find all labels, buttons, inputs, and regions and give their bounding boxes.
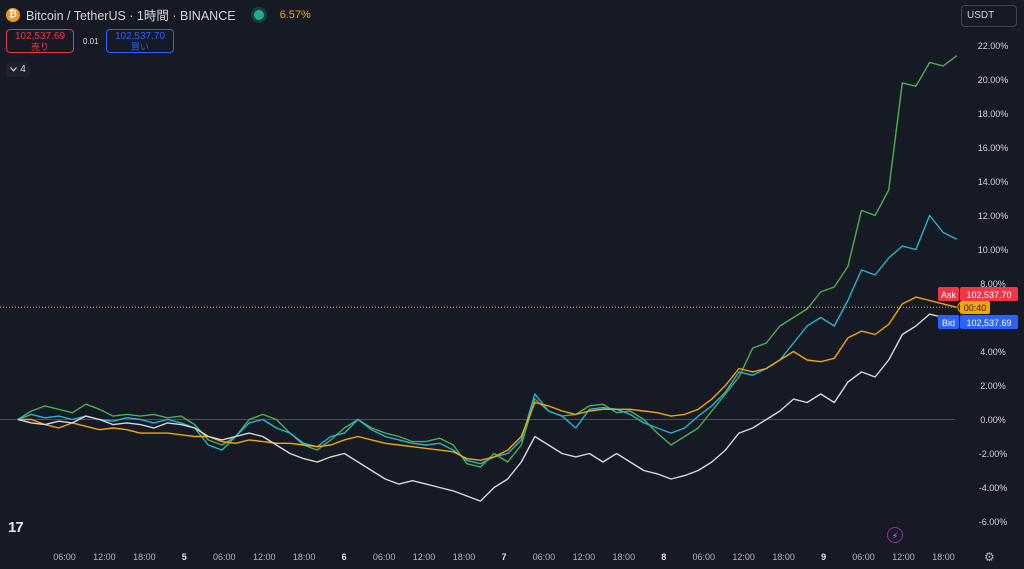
buy-label: 買い — [130, 42, 149, 52]
y-tick-label: 14.00% — [978, 177, 1009, 187]
x-tick-label: 9 — [821, 552, 826, 562]
series-line-2[interactable] — [17, 214, 958, 465]
svg-text:102,537.70: 102,537.70 — [966, 290, 1011, 300]
x-tick-label: 6 — [342, 552, 347, 562]
settings-gear-icon[interactable]: ⚙ — [984, 550, 995, 564]
buy-price: 102,537.70 — [114, 31, 166, 42]
x-tick-label: 06:00 — [533, 552, 556, 562]
x-tick-label: 12:00 — [253, 552, 276, 562]
y-tick-label: -4.00% — [979, 483, 1008, 493]
lightning-icon[interactable]: ⚡ — [887, 527, 903, 543]
x-tick-label: 12:00 — [93, 552, 116, 562]
bitcoin-icon[interactable]: ₿ — [6, 7, 20, 22]
svg-text:Bid: Bid — [942, 318, 955, 328]
svg-text:Ask: Ask — [941, 290, 957, 300]
market-status-icon[interactable] — [253, 9, 264, 20]
x-tick-label: 7 — [501, 552, 506, 562]
x-tick-label: 12:00 — [573, 552, 596, 562]
x-tick-label: 18:00 — [932, 552, 955, 562]
svg-text:00:40: 00:40 — [964, 303, 987, 313]
y-tick-label: 20.00% — [978, 75, 1009, 85]
bid-price-label: 102,537.69 — [960, 315, 1018, 329]
series-line-4[interactable] — [17, 313, 958, 502]
bid-tag: Bid — [938, 315, 959, 329]
buy-button[interactable]: 102,537.70 買い — [106, 29, 174, 53]
sell-button[interactable]: 102,537.69 売り — [6, 29, 74, 53]
x-tick-label: 18:00 — [453, 552, 476, 562]
x-tick-label: 18:00 — [133, 552, 156, 562]
y-tick-label: -2.00% — [979, 449, 1008, 459]
spread-value: 0.01 — [83, 37, 99, 46]
y-tick-label: 18.00% — [978, 109, 1009, 119]
x-tick-label: 18:00 — [293, 552, 316, 562]
x-tick-label: 06:00 — [852, 552, 875, 562]
y-tick-label: 22.00% — [978, 41, 1009, 51]
y-tick-label: -6.00% — [979, 517, 1008, 527]
ask-tag: Ask — [938, 287, 959, 301]
series-line-1[interactable] — [17, 55, 958, 468]
tradingview-logo-icon[interactable]: 17 — [8, 519, 24, 536]
currency-selector[interactable]: USDT — [961, 5, 1017, 27]
price-change: 6.57% — [279, 8, 311, 21]
y-tick-label: 10.00% — [978, 245, 1009, 255]
x-tick-label: 18:00 — [772, 552, 795, 562]
x-tick-label: 8 — [661, 552, 666, 562]
y-tick-label: 0.00% — [980, 415, 1006, 425]
x-tick-label: 06:00 — [373, 552, 396, 562]
x-tick-label: 12:00 — [732, 552, 755, 562]
symbol-header: ₿ Bitcoin / TetherUS · 1時間 · BINANCE 6.5… — [6, 5, 311, 24]
x-tick-label: 12:00 — [413, 552, 436, 562]
symbol-title[interactable]: Bitcoin / TetherUS · 1時間 · BINANCE — [26, 9, 236, 23]
x-tick-label: 06:00 — [53, 552, 76, 562]
x-tick-label: 18:00 — [613, 552, 636, 562]
series-line-3[interactable] — [17, 296, 957, 461]
svg-text:102,537.69: 102,537.69 — [966, 318, 1011, 328]
y-tick-label: 8.00% — [980, 279, 1006, 289]
x-tick-label: 12:00 — [892, 552, 915, 562]
y-tick-label: 2.00% — [980, 381, 1006, 391]
y-tick-label: 4.00% — [980, 347, 1006, 357]
legend-toggle-button[interactable]: 4 — [6, 62, 30, 77]
y-tick-label: 12.00% — [978, 211, 1009, 221]
x-tick-label: 06:00 — [213, 552, 236, 562]
sell-label: 売り — [30, 42, 49, 52]
y-tick-label: 16.00% — [978, 143, 1009, 153]
x-tick-label: 5 — [182, 552, 187, 562]
legend-count: 4 — [20, 64, 26, 75]
ask-price-label: 102,537.70 — [960, 287, 1018, 301]
x-tick-label: 06:00 — [692, 552, 715, 562]
bar-countdown: 00:40 — [960, 301, 990, 314]
chevron-down-icon — [10, 67, 18, 72]
sell-price: 102,537.69 — [14, 31, 66, 42]
